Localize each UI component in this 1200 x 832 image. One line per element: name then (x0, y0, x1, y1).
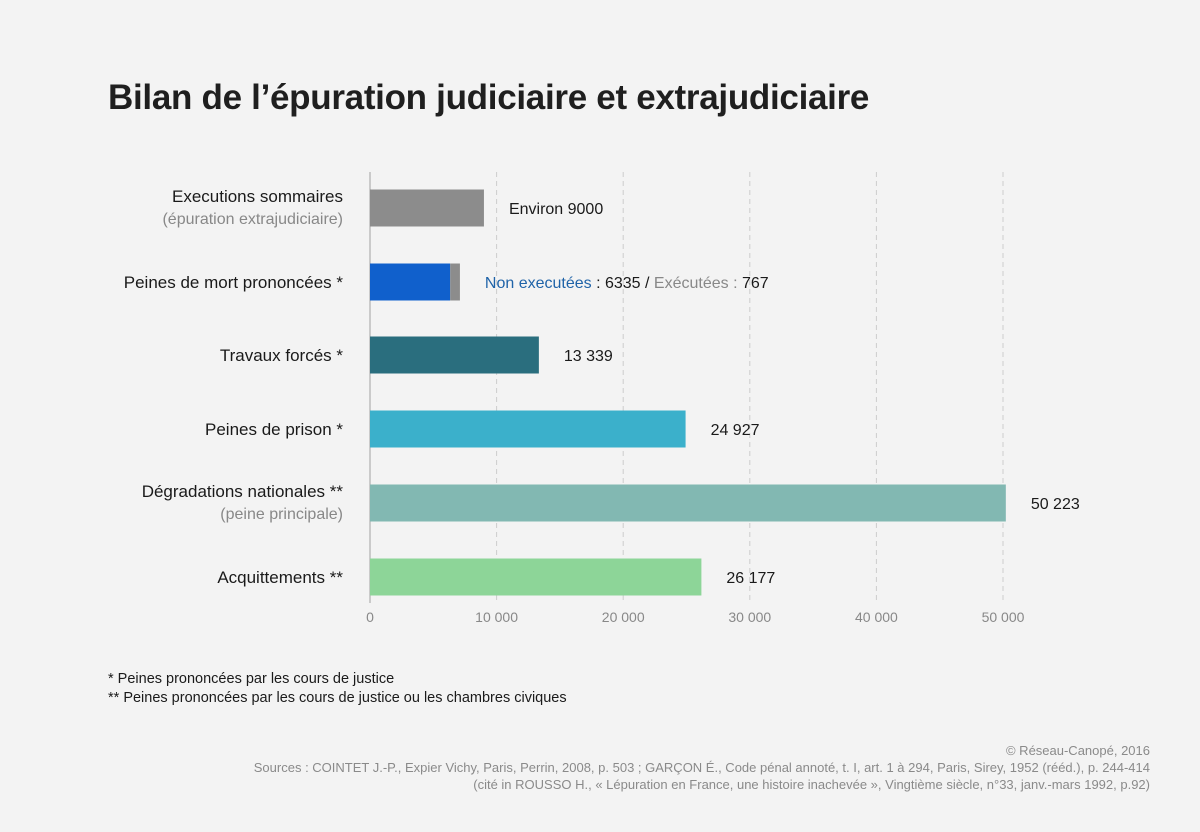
chart-title: Bilan de l’épuration judiciaire et extra… (108, 78, 870, 117)
category-label: Executions sommaires (172, 187, 343, 206)
value-label-part: Non executées (485, 275, 592, 292)
sources-line-1: Sources : COINTET J.-P., Expier Vichy, P… (253, 760, 1150, 775)
credits: © Réseau-Canopé, 2016 Sources : COINTET … (254, 742, 1150, 793)
category-label: Travaux forcés * (220, 346, 344, 365)
category-sublabel: (peine principale) (220, 506, 343, 523)
footnote-double-star: ** Peines prononcées par les cours de ju… (108, 690, 567, 706)
value-label: Non executées : 6335 / Exécutées : 767 (485, 275, 769, 292)
bar-segment (450, 263, 460, 301)
bar-segment (370, 336, 539, 374)
category-label: Dégradations nationales ** (142, 482, 344, 501)
bar-segment (370, 558, 702, 596)
value-label-part: : (729, 275, 742, 292)
value-label: 13 339 (564, 348, 613, 365)
value-label-part: : (592, 275, 605, 292)
value-label: 24 927 (711, 422, 760, 439)
x-tick-label: 0 (366, 609, 374, 625)
bar-segment (370, 189, 484, 227)
value-label: 50 223 (1031, 496, 1080, 513)
footnotes: * Peines prononcées par les cours de jus… (108, 670, 567, 708)
bar-segment (370, 410, 686, 448)
bar-segment (370, 484, 1006, 522)
x-tick-label: 30 000 (728, 609, 771, 625)
category-label: Acquittements ** (217, 568, 343, 587)
bar-chart: 0 10 000 20 000 30 000 40 000 50 000 Execution… (124, 172, 1080, 625)
value-label-part: Exécutées (654, 275, 729, 292)
x-tick-label: 10 000 (475, 609, 518, 625)
footnote-single-star: * Peines prononcées par les cours de jus… (108, 671, 395, 687)
category-label: Peines de mort prononcées * (124, 273, 344, 292)
category-sublabel: (épuration extrajudiciaire) (162, 211, 343, 228)
x-tick-label: 20 000 (602, 609, 645, 625)
category-label: Peines de prison * (205, 420, 343, 439)
sources-line-2: (cité in ROUSSO H., « Lépuration en Fran… (473, 777, 1150, 792)
value-label-part: 767 (742, 275, 769, 292)
value-label-part: / (641, 275, 654, 292)
value-label: Environ 9000 (509, 201, 603, 218)
copyright: © Réseau-Canopé, 2016 (1005, 743, 1150, 758)
x-tick-label: 50 000 (982, 609, 1025, 625)
x-tick-label: 40 000 (855, 609, 898, 625)
value-label-part: 6335 (605, 275, 641, 292)
value-label: 26 177 (726, 570, 775, 587)
bar-segment (370, 263, 451, 301)
